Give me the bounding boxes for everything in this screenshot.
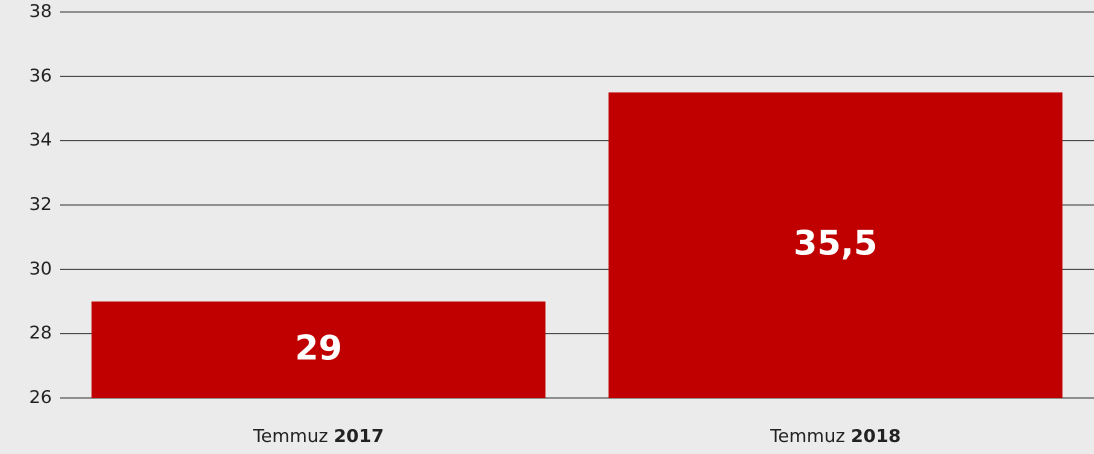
y-tick-label: 38 — [29, 1, 52, 22]
y-tick-label: 32 — [29, 194, 52, 215]
data-label: 35,5 — [794, 224, 878, 264]
bar — [608, 92, 1063, 399]
y-tick-label: 34 — [29, 130, 52, 151]
x-tick-label: Temmuz 2017 — [252, 426, 384, 447]
y-tick-label: 30 — [29, 258, 52, 279]
data-label: 29 — [295, 328, 342, 368]
bar — [91, 301, 546, 398]
y-tick-label: 26 — [29, 387, 52, 408]
x-tick-label: Temmuz 2018 — [769, 426, 901, 447]
y-tick-label: 36 — [29, 65, 52, 86]
y-tick-label: 28 — [29, 323, 52, 344]
